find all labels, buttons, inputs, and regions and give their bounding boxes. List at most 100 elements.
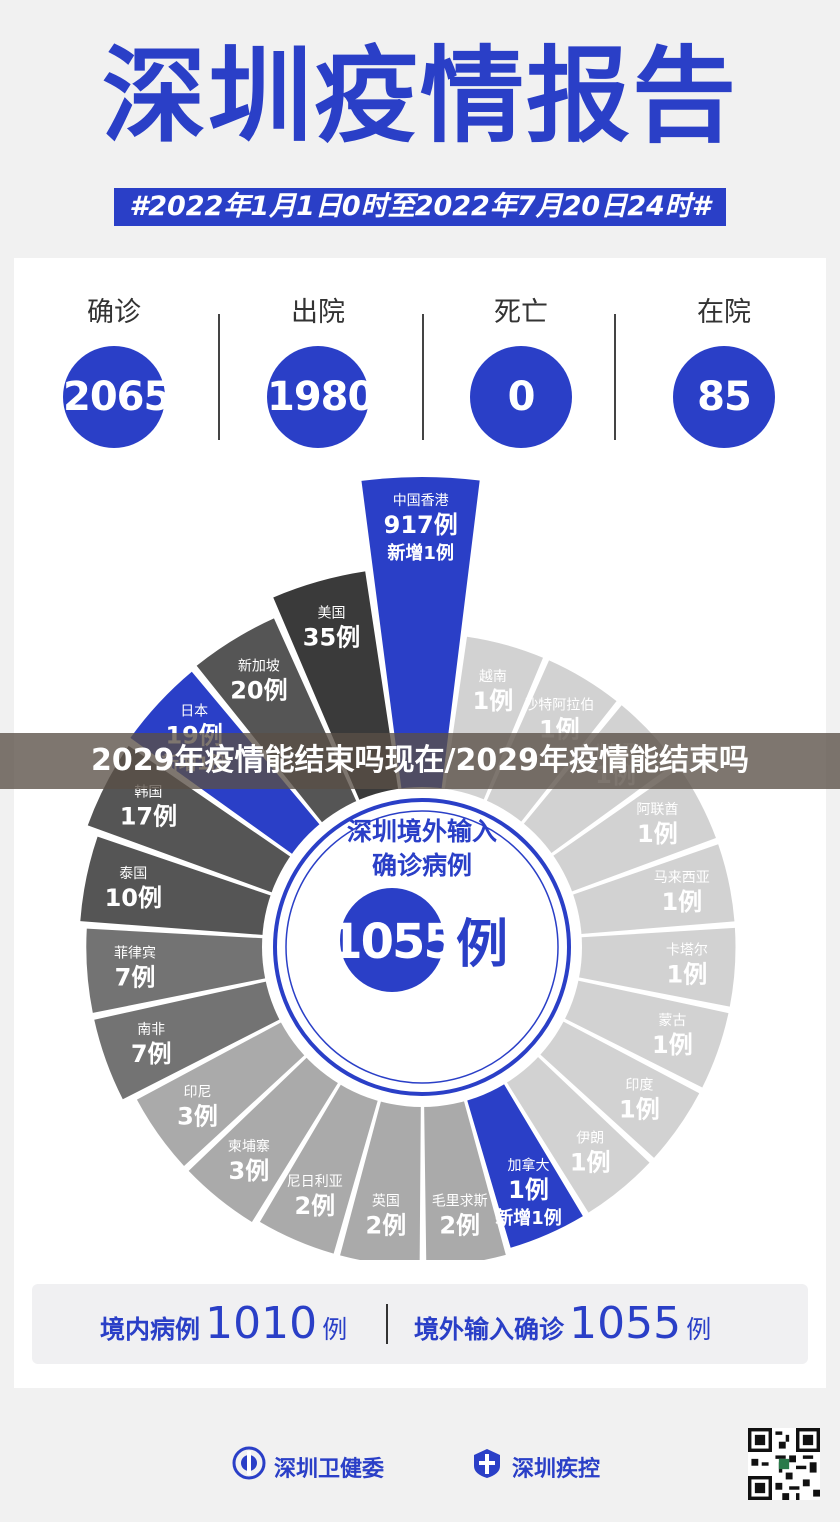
slice-category-label: 美国	[318, 606, 346, 622]
footer-org2-label: 深圳疾控	[512, 1457, 601, 1482]
slice-value-label: 2例	[294, 1192, 335, 1220]
slice-value-label: 3例	[229, 1157, 270, 1185]
stat-hospitalized: 在院 85	[624, 296, 824, 448]
slice-category-label: 中国香港	[393, 493, 449, 509]
slice-value-label: 3例	[177, 1103, 218, 1131]
slice-category-label: 英国	[372, 1193, 400, 1210]
slice-value-label: 17例	[120, 802, 177, 830]
summary-bar: 境内病例 1010 例 境外输入确诊 1055 例	[32, 1284, 808, 1364]
stat-label: 确诊	[87, 297, 141, 328]
stat-value: 0	[470, 346, 572, 448]
stat-label: 死亡	[494, 297, 548, 328]
slice-category-label: 卡塔尔	[666, 942, 708, 958]
slice-value-label: 7例	[131, 1040, 172, 1068]
summary-divider	[386, 1304, 388, 1344]
pie-slice	[80, 836, 280, 936]
slice-value-label: 1例	[570, 1148, 611, 1176]
health-commission-logo-icon	[232, 1446, 266, 1494]
slice-note-label: 新增1例	[387, 542, 454, 564]
pie-slice	[136, 1017, 312, 1166]
stat-confirmed: 确诊 2065	[14, 296, 214, 448]
slice-value-label: 1例	[667, 960, 708, 988]
pie-slice	[424, 1091, 506, 1260]
slice-value-label: 1例	[637, 820, 678, 848]
pie-slice	[86, 928, 275, 1013]
stat-label: 出院	[291, 297, 345, 328]
summary-imported-label: 境外输入确诊	[414, 1315, 565, 1344]
center-number: 1055	[329, 914, 455, 970]
slice-category-label: 越南	[479, 669, 507, 685]
slice-category-label: 马来西亚	[654, 870, 710, 886]
cdc-logo-icon	[470, 1446, 504, 1494]
slice-category-label: 尼日利亚	[287, 1174, 343, 1190]
slice-category-label: 伊朗	[576, 1130, 604, 1146]
slice-value-label: 2例	[439, 1212, 480, 1240]
date-range-banner: #2022年1月1日0时至2022年7月20日24时#	[114, 188, 726, 226]
summary-imported-unit: 例	[686, 1315, 712, 1344]
qr-code-icon[interactable]	[748, 1428, 820, 1500]
slice-category-label: 柬埔寨	[228, 1138, 270, 1155]
slice-value-label: 10例	[105, 884, 162, 912]
footer-org1-label: 深圳卫健委	[274, 1457, 385, 1482]
summary-domestic-label: 境内病例	[100, 1315, 201, 1344]
slice-value-label: 1例	[508, 1176, 549, 1204]
slice-value-label: 35例	[303, 624, 360, 652]
pie-slice	[361, 477, 480, 799]
footer-org-cdc: 深圳疾控	[470, 1446, 600, 1486]
slice-value-label: 2例	[366, 1212, 407, 1240]
slice-category-label: 南非	[137, 1022, 165, 1038]
summary-domestic-value: 1010	[205, 1298, 318, 1349]
pie-slice	[569, 927, 736, 1007]
stat-divider	[614, 314, 616, 440]
slice-category-label: 阿联酋	[636, 801, 678, 818]
slice-category-label: 毛里求斯	[432, 1194, 488, 1210]
stat-divider	[218, 314, 220, 440]
pie-slice	[556, 978, 729, 1088]
center-number-circle	[340, 888, 444, 992]
page-title: 深圳疫情报告	[101, 35, 738, 157]
pie-slice	[563, 844, 735, 935]
slice-value-label: 1例	[473, 687, 514, 715]
slice-value-label: 917例	[384, 511, 458, 539]
slice-category-label: 新加坡	[238, 659, 280, 675]
center-ring	[273, 798, 571, 1096]
pie-slice	[259, 1076, 381, 1254]
center-inner-ring	[285, 810, 559, 1084]
pie-slice	[464, 1075, 583, 1248]
pie-slice	[340, 1091, 421, 1260]
pie-slice	[94, 979, 289, 1100]
summary-imported: 境外输入确诊 1055 例	[414, 1284, 711, 1364]
slice-category-label: 日本	[180, 704, 208, 720]
slice-category-label: 加拿大	[508, 1157, 550, 1174]
stat-divider	[422, 314, 424, 440]
stat-value: 85	[673, 346, 775, 448]
pie-slice	[188, 1050, 344, 1223]
slice-value-label: 1例	[619, 1095, 660, 1123]
stat-label: 在院	[697, 297, 751, 328]
slice-category-label: 沙特阿拉伯	[524, 698, 594, 714]
pie-slice	[545, 768, 716, 895]
stat-value: 2065	[63, 346, 171, 448]
summary-domestic-unit: 例	[322, 1315, 348, 1344]
pie-slice	[532, 1016, 700, 1158]
center-title-line2: 确诊病例	[372, 851, 472, 880]
summary-imported-value: 1055	[569, 1298, 682, 1349]
footer-org-health-commission: 深圳卫健委	[232, 1446, 384, 1486]
slice-category-label: 泰国	[119, 866, 147, 882]
slice-category-label: 蒙古	[658, 1013, 686, 1029]
center-unit: 例	[456, 915, 508, 975]
slice-value-label: 7例	[115, 964, 156, 992]
slice-note-label: 新增1例	[495, 1207, 562, 1229]
stat-value: 1980	[267, 346, 375, 448]
stat-discharged: 出院 1980	[218, 296, 418, 448]
summary-domestic: 境内病例 1010 例	[100, 1284, 347, 1364]
stat-deaths: 死亡 0	[421, 296, 621, 448]
pie-slice	[501, 1050, 650, 1213]
overlay-title-bar: 2029年疫情能结束吗现在/2029年疫情能结束吗	[0, 733, 840, 789]
center-title-line1: 深圳境外输入	[347, 817, 497, 846]
slice-value-label: 20例	[230, 677, 287, 705]
slice-category-label: 菲律宾	[114, 946, 156, 962]
slice-value-label: 1例	[661, 888, 702, 916]
slice-category-label: 印度	[625, 1077, 653, 1093]
imported-cases-pie-chart: 中国香港917例新增1例越南1例沙特阿拉伯1例肯尼亚1例阿联酋1例马来西亚1例卡…	[80, 477, 736, 1260]
